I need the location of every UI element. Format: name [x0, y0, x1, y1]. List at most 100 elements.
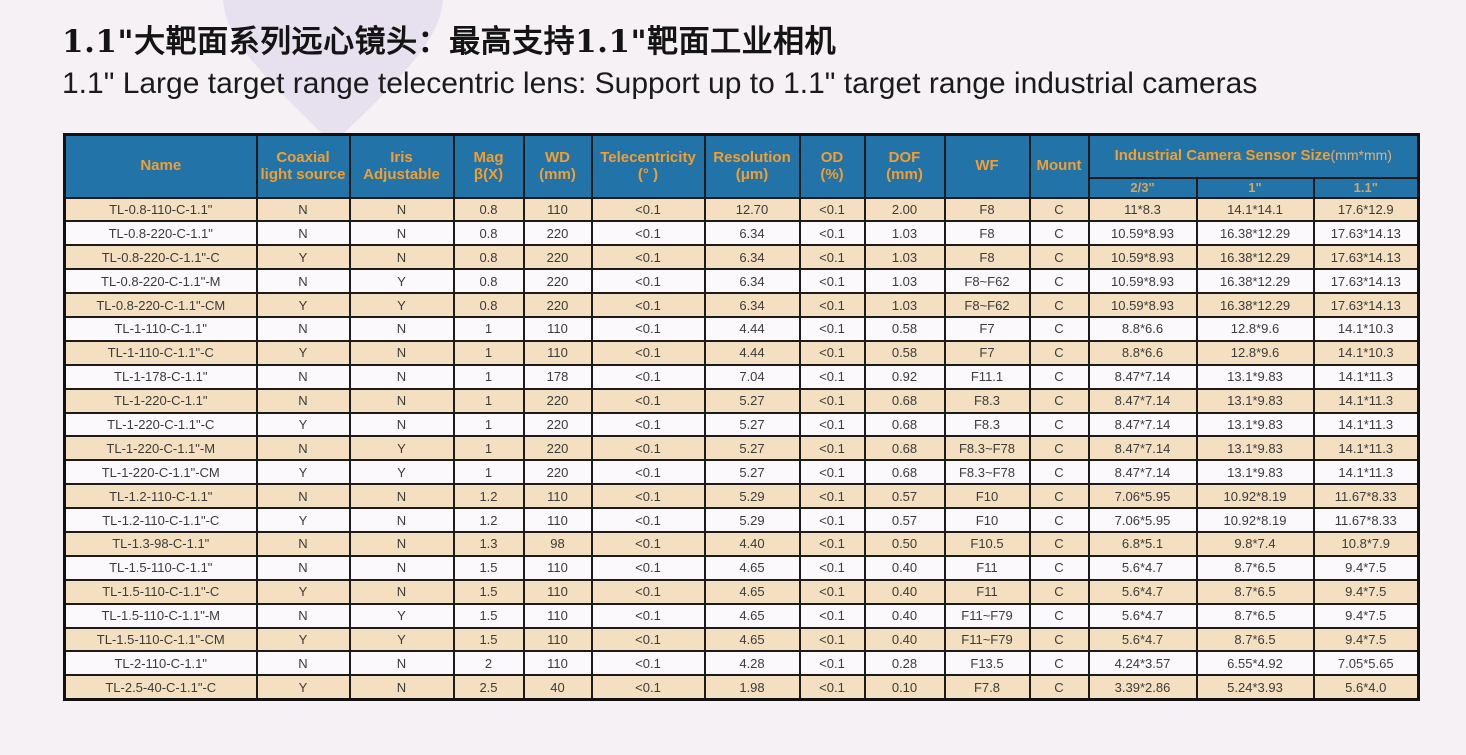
spec-cell: 14.1*11.3	[1312, 411, 1420, 438]
spec-cell: N	[255, 268, 351, 295]
column-header-label: WF	[975, 157, 999, 175]
spec-cell: <0.1	[590, 339, 706, 366]
column-header: WD (mm)	[522, 133, 593, 199]
spec-cell: <0.1	[590, 292, 706, 318]
spec-cell: 13.1*9.83	[1195, 459, 1315, 486]
lens-name-cell: TL-1.5-110-C-1.1"	[63, 554, 258, 581]
spec-cell: 12.70	[703, 196, 801, 223]
spec-cell: 8.7*6.5	[1195, 602, 1315, 629]
spec-cell: 0.68	[863, 459, 946, 486]
spec-cell: C	[1028, 435, 1090, 462]
column-header-label: Iris	[390, 148, 413, 166]
table-row: TL-1.5-110-C-1.1" N N 1.5 110 <0.1 4.65 <0.1 0.4…	[63, 554, 1420, 581]
table-row: TL-1-220-C-1.1"-M N Y 1 220 <0.1 5.27 <0.1 0.68 F…	[63, 435, 1420, 462]
table-row: TL-1-178-C-1.1" N N 1 178 <0.1 7.04 <0.1 0.92 F11…	[63, 363, 1420, 390]
lens-name-cell: TL-1.5-110-C-1.1"-M	[63, 602, 258, 629]
spec-cell: Y	[348, 268, 455, 295]
table-row: TL-0.8-220-C-1.1" N N 0.8 220 <0.1 6.34 <0.1 1.0…	[63, 220, 1420, 247]
column-header: Telecentricity (° )	[590, 133, 706, 199]
lens-spec-table-container: Name Coaxial light source Iris Adjustable Mag…	[63, 133, 1421, 701]
spec-cell: 16.38*12.29	[1195, 244, 1315, 271]
lens-name-cell: TL-1-220-C-1.1"-M	[63, 435, 258, 462]
spec-cell: 11*8.3	[1087, 196, 1198, 223]
spec-cell: 5.6*4.7	[1087, 602, 1198, 629]
column-header-label: Name	[140, 157, 182, 175]
spec-cell: 5.6*4.7	[1087, 554, 1198, 581]
spec-cell: 110	[522, 578, 593, 605]
column-header: Mount	[1028, 133, 1090, 199]
spec-cell: 7.06*5.95	[1087, 507, 1198, 533]
spec-cell: 14.1*11.3	[1312, 435, 1420, 462]
spec-cell: 17.63*14.13	[1312, 244, 1420, 271]
spec-cell: 110	[522, 339, 593, 366]
spec-cell: <0.1	[590, 435, 706, 462]
spec-cell: 1	[452, 339, 525, 366]
lens-name-cell: TL-0.8-220-C-1.1"-CM	[63, 292, 258, 318]
spec-cell: 8.47*7.14	[1087, 435, 1198, 462]
spec-cell: 12.8*9.6	[1195, 315, 1315, 342]
spec-cell: 13.1*9.83	[1195, 411, 1315, 438]
spec-cell: <0.1	[798, 387, 866, 414]
lens-spec-table: Name Coaxial light source Iris Adjustable Mag…	[63, 133, 1421, 701]
spec-cell: F8	[943, 220, 1031, 247]
spec-cell: F11~F79	[943, 602, 1031, 629]
table-row: TL-1-220-C-1.1"-C Y N 1 220 <0.1 5.27 <0.1 0.68 F…	[63, 411, 1420, 438]
spec-cell: 5.29	[703, 507, 801, 533]
spec-cell: N	[255, 435, 351, 462]
spec-cell: 110	[522, 483, 593, 510]
spec-cell: 0.68	[863, 411, 946, 438]
spec-cell: 5.6*4.7	[1087, 626, 1198, 653]
spec-cell: 1.2	[452, 507, 525, 533]
spec-cell: 14.1*11.3	[1312, 363, 1420, 390]
spec-cell: N	[255, 220, 351, 247]
sensor-size-group-title: Industrial Camera Sensor Size	[1114, 147, 1331, 165]
spec-cell: Y	[348, 626, 455, 653]
spec-cell: <0.1	[798, 411, 866, 438]
spec-cell: Y	[255, 411, 351, 438]
spec-cell: Y	[348, 602, 455, 629]
spec-cell: N	[255, 315, 351, 342]
spec-cell: 16.38*12.29	[1195, 220, 1315, 247]
column-header-unit: (mm)	[539, 166, 576, 184]
spec-cell: 13.1*9.83	[1195, 363, 1315, 390]
column-header-label: Coaxial	[276, 148, 330, 166]
spec-cell: <0.1	[798, 459, 866, 486]
spec-cell: F13.5	[943, 650, 1031, 677]
spec-cell: 0.50	[863, 530, 946, 557]
spec-cell: C	[1028, 459, 1090, 486]
column-header: DOF (mm)	[863, 133, 946, 199]
spec-cell: 8.7*6.5	[1195, 578, 1315, 605]
spec-cell: F10	[943, 483, 1031, 510]
column-header-label: Resolution	[713, 148, 791, 166]
spec-cell: 8.8*6.6	[1087, 339, 1198, 366]
spec-cell: C	[1028, 292, 1090, 318]
spec-cell: 5.6*4.7	[1087, 578, 1198, 605]
lens-name-cell: TL-0.8-220-C-1.1"-C	[63, 244, 258, 271]
spec-cell: Y	[348, 435, 455, 462]
spec-cell: 8.7*6.5	[1195, 626, 1315, 653]
spec-cell: N	[255, 602, 351, 629]
spec-cell: 4.28	[703, 650, 801, 677]
column-header-unit: (μm)	[735, 166, 769, 184]
lens-name-cell: TL-1.5-110-C-1.1"-C	[63, 578, 258, 605]
spec-cell: 0.40	[863, 626, 946, 653]
spec-cell: 110	[522, 602, 593, 629]
spec-cell: <0.1	[590, 363, 706, 390]
column-header-unit: light source	[260, 166, 346, 184]
spec-cell: F11	[943, 578, 1031, 605]
column-header: Coaxial light source	[255, 133, 351, 199]
spec-cell: 8.47*7.14	[1087, 411, 1198, 438]
spec-cell: <0.1	[590, 578, 706, 605]
spec-cell: 5.27	[703, 411, 801, 438]
table-row: TL-1-220-C-1.1" N N 1 220 <0.1 5.27 <0.1 0.68 F8.…	[63, 387, 1420, 414]
spec-cell: 9.4*7.5	[1312, 602, 1420, 629]
spec-cell: <0.1	[798, 483, 866, 510]
spec-cell: 4.65	[703, 578, 801, 605]
lens-name-cell: TL-1-110-C-1.1"-C	[63, 339, 258, 366]
column-header: Mag β(X)	[452, 133, 525, 199]
spec-cell: 10.92*8.19	[1195, 483, 1315, 510]
spec-cell: <0.1	[590, 674, 706, 701]
spec-cell: <0.1	[590, 602, 706, 629]
spec-cell: C	[1028, 554, 1090, 581]
spec-cell: <0.1	[798, 292, 866, 318]
